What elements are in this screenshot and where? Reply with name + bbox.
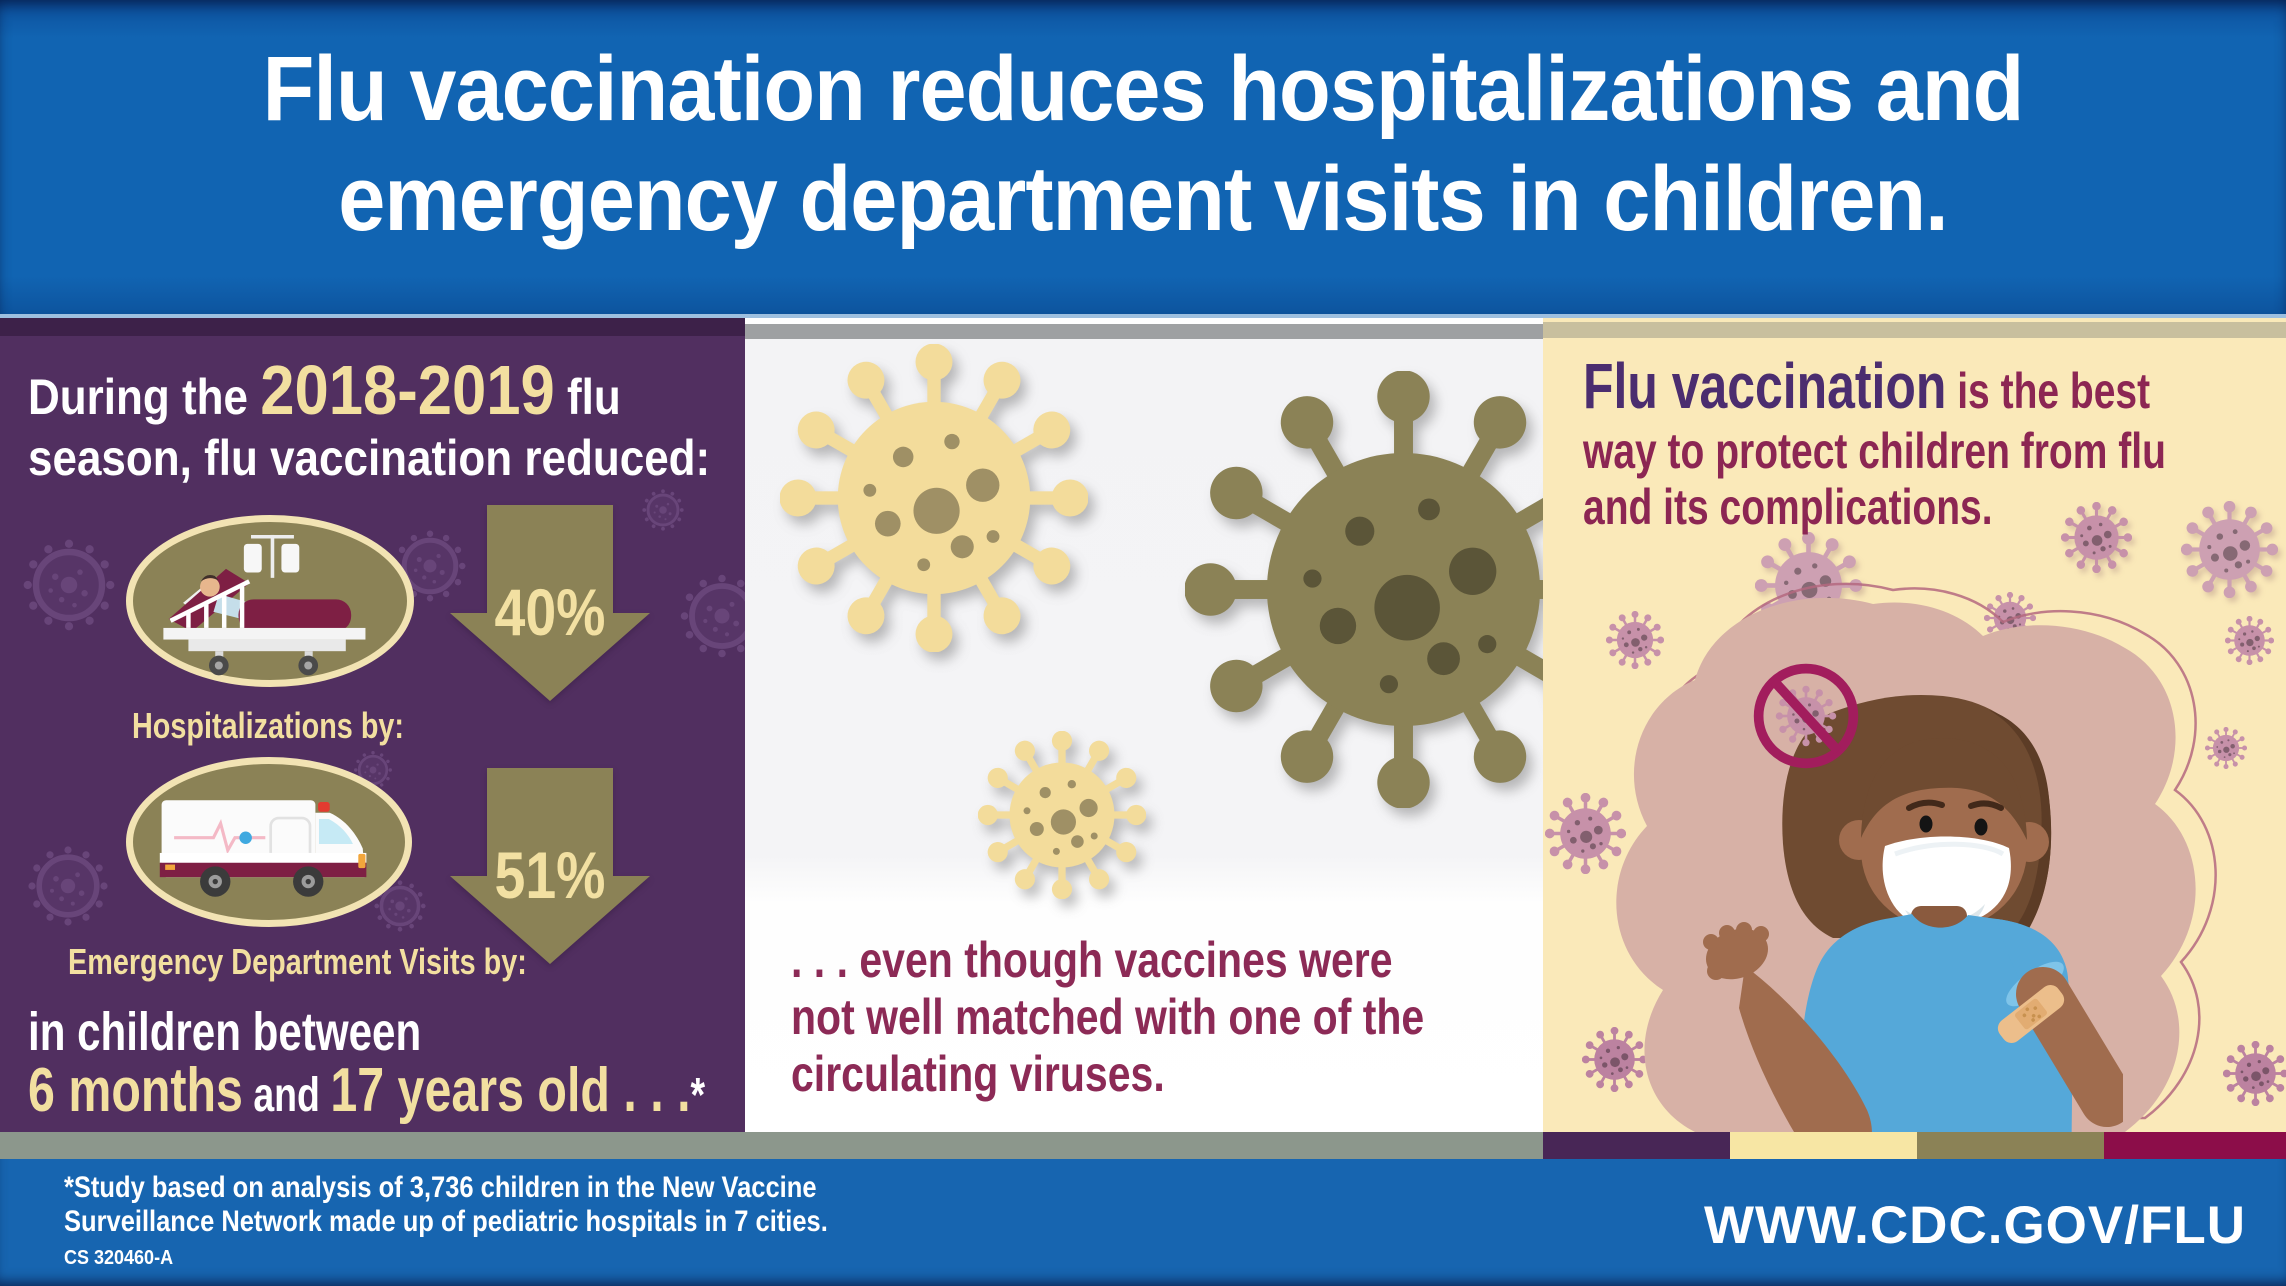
right-heading-line3: and its complications.: [1583, 479, 1993, 535]
footnote-asterisk: *: [690, 1069, 706, 1122]
poster-title-line2: emergency department visits in children.: [338, 148, 1948, 250]
right-heading-line1: Flu vaccination is the best: [1583, 354, 2166, 423]
divider-block-maroon: [2104, 1132, 2286, 1159]
divider-line: [1543, 322, 2286, 338]
virus-watermark-icon: [672, 566, 745, 666]
divider-line: [745, 318, 1543, 324]
ambulance-icon: [126, 757, 412, 927]
stat-hospitalizations-label: Hospitalizations by:: [131, 705, 405, 746]
flu-virus-icon-yellow-small: [978, 731, 1146, 899]
study-footnote: *Study based on analysis of 3,736 childr…: [64, 1171, 828, 1239]
age-conjunction: and: [242, 1069, 331, 1122]
no-virus-icon: [1753, 663, 1859, 769]
virus-watermark-icon: [14, 530, 124, 640]
masked-boy-with-bandage-illustration: [1703, 694, 2123, 1132]
bandage-icon: [1997, 985, 2065, 1043]
hospital-bed-icon: [126, 515, 414, 687]
poster-title: Flu vaccination reduces hospitalizations…: [91, 0, 2194, 254]
footer: *Study based on analysis of 3,736 childr…: [0, 1159, 2286, 1286]
ambulance-illustration: [159, 800, 367, 897]
eye: [1919, 815, 1933, 833]
virus-watermark-icon: [20, 838, 116, 934]
age-note-line1: in children between: [28, 1002, 422, 1062]
season-years: 2018-2019: [260, 351, 555, 429]
divider-line: [745, 324, 1543, 339]
caption-line1: . . . even though vaccines were: [791, 932, 1393, 988]
heading-text: is the best: [1946, 363, 2151, 419]
caption-line2: not well matched with one of the: [791, 989, 1425, 1045]
left-heading-line1: During the 2018-2019 flu: [28, 348, 621, 439]
down-arrow-icon: [450, 505, 650, 701]
vaccination-message-panel: Flu vaccination is the best way to prote…: [1543, 318, 2286, 1132]
divider-block-cream: [1730, 1132, 1917, 1159]
eye: [1974, 818, 1988, 836]
age-note-line2: 6 months and 17 years old . . .*: [28, 1060, 705, 1127]
flu-virus-icon-yellow: [780, 344, 1088, 652]
shirt: [1798, 914, 2073, 1132]
right-heading: Flu vaccination is the best way to prote…: [1583, 354, 2166, 535]
cdc-url: WWW.CDC.GOV/FLU: [1704, 1196, 2246, 1255]
age-end: 17 years old . . .: [330, 1056, 691, 1125]
face-mask: [1882, 836, 2011, 927]
heading-text: flu: [554, 369, 621, 425]
document-code: CS 320460-A: [64, 1247, 174, 1269]
study-footnote-line2: Surveillance Network made up of pediatri…: [64, 1205, 828, 1238]
study-footnote-line1: *Study based on analysis of 3,736 childr…: [64, 1171, 817, 1204]
poster-title-line1: Flu vaccination reduces hospitalizations…: [262, 38, 2025, 140]
down-arrow-icon: [450, 768, 650, 964]
right-heading-line2: way to protect children from flu: [1583, 423, 2166, 479]
stat-hospitalizations-value: 40%: [494, 575, 606, 649]
stat-ed-visits-label: Emergency Department Visits by:: [68, 941, 527, 982]
divider-block-olive: [1917, 1132, 2104, 1159]
age-start: 6 months: [28, 1056, 243, 1125]
left-heading-line2: season, flu vaccination reduced:: [28, 430, 711, 486]
caption-line3: circulating viruses.: [791, 1046, 1165, 1102]
divider-bar-gray: [0, 1132, 1543, 1159]
divider-block-purple: [1543, 1132, 1730, 1159]
banner: Flu vaccination reduces hospitalizations…: [0, 0, 2286, 318]
stats-panel: During the 2018-2019 flu season, flu vac…: [0, 318, 745, 1132]
age-range-note: in children between 6 months and 17 year…: [28, 1004, 705, 1127]
eyebrow: [1968, 800, 2004, 811]
heading-emphasis: Flu vaccination: [1583, 350, 1947, 422]
mismatch-caption: . . . even though vaccines were not well…: [791, 932, 1424, 1103]
stat-ed-visits-value: 51%: [494, 838, 606, 912]
flu-virus-icon-olive: [1185, 371, 1543, 808]
eyebrow: [1906, 799, 1945, 811]
virus-illustration-panel: . . . even though vaccines were not well…: [745, 318, 1543, 1132]
raised-hand: [1703, 922, 1872, 1132]
hospital-bed-illustration: [163, 534, 366, 676]
heading-text: During the: [28, 369, 261, 425]
